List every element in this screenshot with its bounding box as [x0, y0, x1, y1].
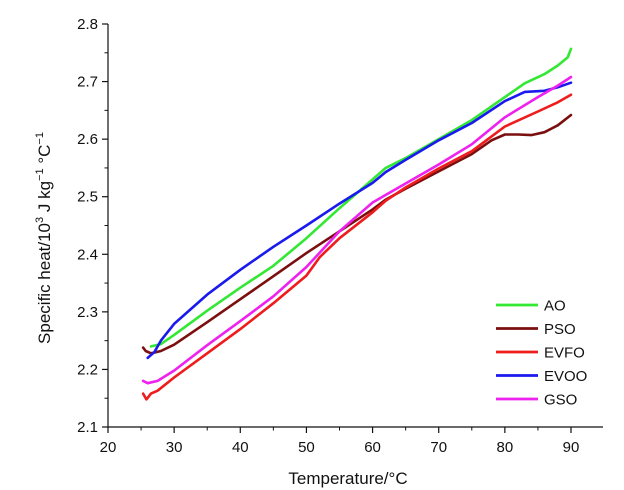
y-tick-label: 2.1	[77, 419, 98, 436]
legend-label-evfo: EVFO	[544, 345, 585, 362]
y-tick-label: 2.3	[77, 304, 98, 321]
x-tick-label: 90	[563, 439, 580, 456]
y-tick-label: 2.7	[77, 74, 98, 91]
x-tick-label: 20	[100, 439, 117, 456]
y-axis-title: Specific heat/103 J kg−1 °C−1	[34, 132, 54, 344]
x-tick-label: 40	[232, 439, 249, 456]
series-line-evoo	[146, 81, 573, 360]
y-tick-label: 2.5	[77, 189, 98, 206]
x-axis-title: Temperature/°C	[288, 469, 407, 488]
x-tick-label: 60	[364, 439, 381, 456]
plot-area: 20 30 40 50 60 70 80 90 2.12.22.32.42.52.62.72.…	[77, 16, 603, 456]
y-ticks: 2.1 2.2 2.3 2.4 2.5 2.6 2.7 2.8	[77, 16, 108, 436]
legend: AO PSO EVFO EVOO GSO	[496, 298, 587, 409]
x-tick-label: 70	[430, 439, 447, 456]
x-ticks: 20 30 40 50 60 70 80 90	[100, 427, 580, 456]
x-tick-label: 80	[497, 439, 514, 456]
legend-label-ao: AO	[544, 298, 566, 315]
x-tick-label: 30	[166, 439, 183, 456]
y-tick-label: 2.8	[77, 16, 98, 33]
legend-label-gso: GSO	[544, 392, 577, 409]
series-line-evfo	[141, 93, 573, 401]
y-tick-label: 2.6	[77, 131, 98, 148]
series-line-pso	[141, 113, 573, 355]
y-tick-label: 2.4	[77, 246, 98, 263]
series-line-ao	[149, 47, 573, 348]
legend-label-pso: PSO	[544, 321, 576, 338]
x-tick-label: 50	[298, 439, 315, 456]
series-line-gso	[141, 75, 573, 385]
y-tick-label: 2.2	[77, 361, 98, 378]
legend-label-evoo: EVOO	[544, 368, 587, 385]
series-lines	[141, 47, 573, 401]
